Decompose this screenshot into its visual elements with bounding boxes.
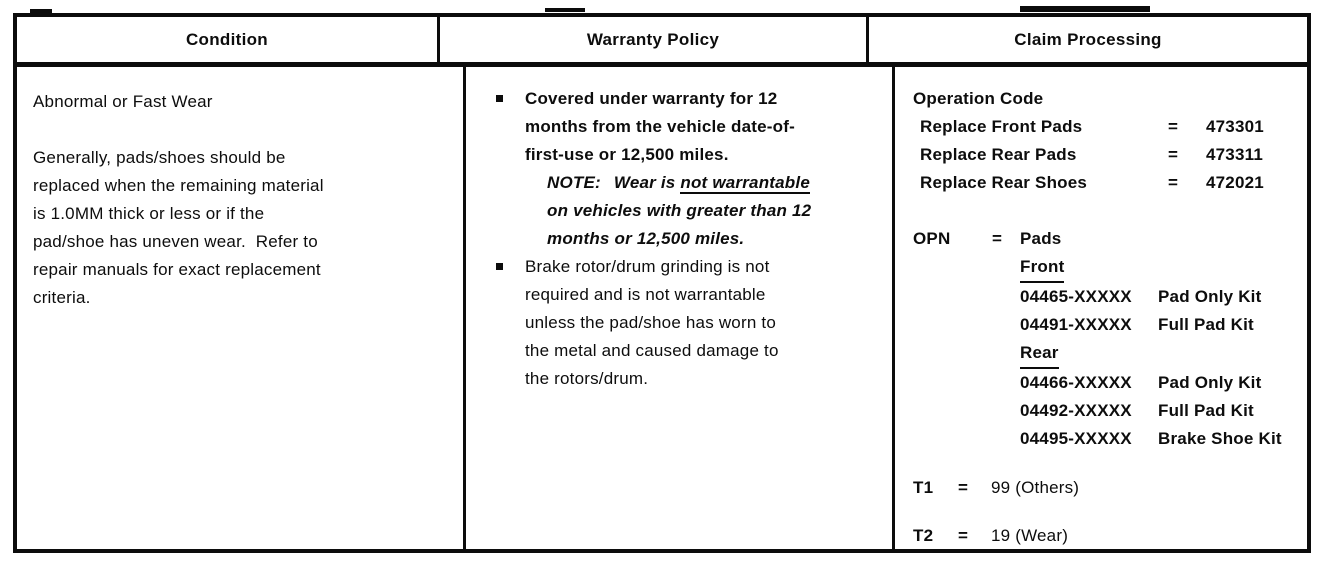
warranty-policy-cell: Covered under warranty for 12 months fro… xyxy=(466,67,895,549)
bullet-icon xyxy=(496,95,503,102)
operation-row: Replace Front Pads = 473301 xyxy=(913,113,1301,141)
scan-artifact xyxy=(30,9,52,13)
warranty-note: NOTE: Wear is not warrantable on vehicles… xyxy=(547,173,812,248)
front-group-label: Front xyxy=(1020,253,1065,283)
part-description: Brake Shoe Kit xyxy=(1158,429,1282,448)
warranty-claim-table: Condition Warranty Policy Claim Processi… xyxy=(13,13,1311,553)
opn-row: OPN = Pads xyxy=(913,225,1301,253)
equals-sign: = xyxy=(1168,173,1179,192)
part-number: 04495-XXXXX xyxy=(1020,429,1132,448)
column-header-claim-processing: Claim Processing xyxy=(1014,29,1162,49)
bullet-icon xyxy=(496,263,503,270)
part-description: Pad Only Kit xyxy=(1158,373,1262,392)
opn-value: Pads xyxy=(1020,229,1062,248)
condition-title: Abnormal or Fast Wear xyxy=(33,92,213,111)
part-row: 04491-XXXXX Full Pad Kit xyxy=(1020,311,1301,339)
t2-value: 19 (Wear) xyxy=(991,526,1069,545)
part-number: 04466-XXXXX xyxy=(1020,373,1132,392)
t1-row: T1 = 99 (Others) xyxy=(913,474,1301,502)
parts-list: Front 04465-XXXXX Pad Only Kit 04491-XXX… xyxy=(1020,253,1301,453)
claim-processing-cell: Operation Code Replace Front Pads = 4733… xyxy=(895,67,1307,549)
part-number: 04491-XXXXX xyxy=(1020,315,1132,334)
rear-group-label: Rear xyxy=(1020,339,1059,369)
condition-cell: Abnormal or Fast Wear Generally, pads/sh… xyxy=(17,67,466,549)
t1-value: 99 (Others) xyxy=(991,478,1080,497)
part-description: Full Pad Kit xyxy=(1158,401,1254,420)
operation-row: Replace Rear Pads = 473311 xyxy=(913,141,1301,169)
t2-row: T2 = 19 (Wear) xyxy=(913,522,1301,550)
part-number: 04492-XXXXX xyxy=(1020,401,1132,420)
table-header-row: Condition Warranty Policy Claim Processi… xyxy=(17,17,1307,67)
part-description: Full Pad Kit xyxy=(1158,315,1254,334)
equals-sign: = xyxy=(992,229,1003,248)
part-row: 04466-XXXXX Pad Only Kit xyxy=(1020,369,1301,397)
equals-sign: = xyxy=(958,526,969,545)
table-body-row: Abnormal or Fast Wear Generally, pads/sh… xyxy=(17,67,1307,549)
column-header-warranty-policy: Warranty Policy xyxy=(440,17,869,62)
column-header-condition: Condition xyxy=(17,17,440,62)
operation-row: Replace Rear Shoes = 472021 xyxy=(913,169,1301,197)
part-number: 04465-XXXXX xyxy=(1020,287,1132,306)
equals-sign: = xyxy=(1168,145,1179,164)
part-row: 04495-XXXXX Brake Shoe Kit xyxy=(1020,425,1301,453)
part-description: Pad Only Kit xyxy=(1158,287,1262,306)
warranty-bullet-2: Brake rotor/drum grinding is not require… xyxy=(466,253,892,393)
equals-sign: = xyxy=(958,478,969,497)
scan-artifact xyxy=(545,8,585,12)
operation-code-title: Operation Code xyxy=(913,89,1044,108)
scan-artifact xyxy=(1020,6,1150,12)
note-label: NOTE: xyxy=(547,173,601,192)
part-row: 04465-XXXXX Pad Only Kit xyxy=(1020,283,1301,311)
equals-sign: = xyxy=(1168,117,1179,136)
operation-code-value: 473301 xyxy=(1206,117,1264,136)
part-row: 04492-XXXXX Full Pad Kit xyxy=(1020,397,1301,425)
note-underlined-phrase: not warrantable xyxy=(680,173,810,194)
operation-code-value: 473311 xyxy=(1206,145,1263,164)
condition-paragraph: Generally, pads/shoes should be replaced… xyxy=(33,148,324,307)
warranty-bullet-1: Covered under warranty for 12 months fro… xyxy=(466,85,892,253)
operation-code-value: 472021 xyxy=(1206,173,1264,192)
